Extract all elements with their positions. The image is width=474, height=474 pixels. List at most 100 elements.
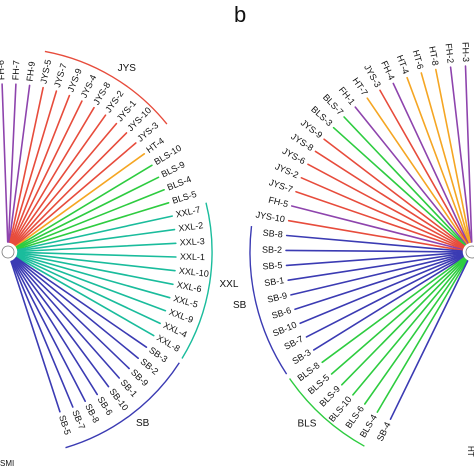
leaf-label: SB-7 [283,334,305,352]
branch-fh-4 [392,82,469,244]
leaf-label: JYS-7 [52,62,69,88]
branch-bls-10 [352,258,467,396]
leaf-label: XXL-5 [172,293,199,309]
group-label: SB [136,418,150,429]
branch-jys-10 [14,132,128,246]
branch-sb-2 [14,257,139,360]
branch-jys-2 [300,177,464,249]
branch-sb-7 [11,260,74,408]
branch-xxl-5 [16,253,171,299]
branch-bls-4 [16,189,165,250]
leaf-label: HT-4 [395,54,411,76]
group-arc-xxl [181,202,213,359]
leaf-label: XXL-7 [175,204,202,219]
branch-sb-9 [290,253,464,296]
branch-fh-1 [354,106,467,245]
leaf-label: HT-8 [427,45,441,66]
branch-fh-5 [290,205,464,251]
branch-sb-6 [294,254,464,311]
branch-fh-9 [8,84,31,243]
leaf-label: XXL-3 [180,236,206,247]
branch-bls-8 [321,257,465,364]
group-label: XXL [220,279,239,290]
branch-jys-1 [13,122,118,246]
leaf-label: FH-7 [10,60,21,80]
branch-fh-3 [464,65,473,243]
leaf-label: SB-6 [270,305,292,321]
branch-bls-6 [363,259,468,405]
branch-bls-5 [16,202,170,250]
left-circular-tree: FH-6 FH-7 FH-9 JYS-5JYS-7JYS-9JYS-4JYS-8JYS… [0,50,239,468]
branch-bls-9 [340,258,466,386]
branch-fh-6 [1,83,9,243]
branch-ht-4 [406,76,470,244]
leaf-label: HT-6 [411,49,426,71]
branch-sb-5 [10,260,61,413]
branch-sb-1 [287,252,463,282]
branch-jys-6 [307,163,465,249]
branch-sb-2 [285,249,463,253]
branch-xxl-7 [16,215,173,251]
branch-sb-6 [12,259,98,396]
branch-ht-7 [366,97,468,245]
leaf-label: SB-8 [83,402,101,424]
branch-sb-10 [299,255,464,325]
group-arc-sb [249,226,288,375]
branch-xxl-2 [17,228,176,252]
leaf-label: FH-3 [460,42,471,62]
branch-xxl-6 [16,253,174,286]
group-label: BLS [297,419,316,430]
cut-label: SMI [0,459,14,468]
leaf-label: SB-7 [70,409,87,431]
branch-bls-5 [330,257,466,375]
right-circular-tree: FH-3FH-2HT-8HT-6HT-4FH-4JYS-3HT-7FH-1BLS… [233,42,474,457]
branch-ht-4 [15,153,146,247]
branch-sb-1 [13,258,120,379]
leaf-label: BLS-4 [166,174,193,193]
branch-bls-9 [16,176,160,249]
branch-jys-3 [14,142,137,247]
group-label: SB [233,300,247,311]
branch-sb-7 [305,255,464,338]
leaf-label: SB-3 [290,347,312,366]
leaf-label: SB-5 [262,260,283,271]
branch-jys-8 [12,106,95,245]
leaf-label: SB-9 [266,290,288,304]
branch-ht-6 [420,72,471,244]
leaf-label: FH-2 [443,43,455,64]
leaf-label: FH-4 [379,59,397,81]
branch-ht-8 [434,68,471,243]
panel-label: b [234,2,246,27]
branch-xxl-8 [15,256,155,337]
branch-jys-4 [11,100,83,244]
branch-bls-10 [15,164,153,248]
group-arc-bls [289,378,365,447]
branch-xxl-9 [16,254,167,312]
branch-bls-3 [332,126,466,247]
leaf-label: JYS-2 [274,161,300,180]
branch-fh-2 [449,66,472,243]
branch-xxl-3 [17,242,177,253]
leaf-label: SB-4 [375,420,393,442]
branch-fh-7 [7,83,17,243]
branch-jys-9 [323,138,465,247]
leaf-label: JYS-5 [38,59,53,85]
cut-label: HT [466,446,474,457]
leaf-label: XXL-1 [180,251,205,262]
leaf-label: XXL-2 [178,220,204,233]
branch-sb-3 [312,256,465,351]
branch-xxl-4 [16,255,161,325]
group-arc-jys [44,50,168,125]
branch-sb-9 [14,258,130,370]
branch-jys-7 [10,90,58,244]
leaf-label: SB-5 [57,414,73,436]
leaf-label: SB-8 [262,228,283,240]
tree-root [465,245,474,259]
branch-xxl-10 [17,252,176,272]
branch-jys-5 [9,86,44,243]
leaf-label: FH-5 [267,195,289,210]
branch-bls-7 [343,116,466,246]
leaf-label: XXL-10 [178,266,209,279]
branch-jys-2 [13,114,107,245]
